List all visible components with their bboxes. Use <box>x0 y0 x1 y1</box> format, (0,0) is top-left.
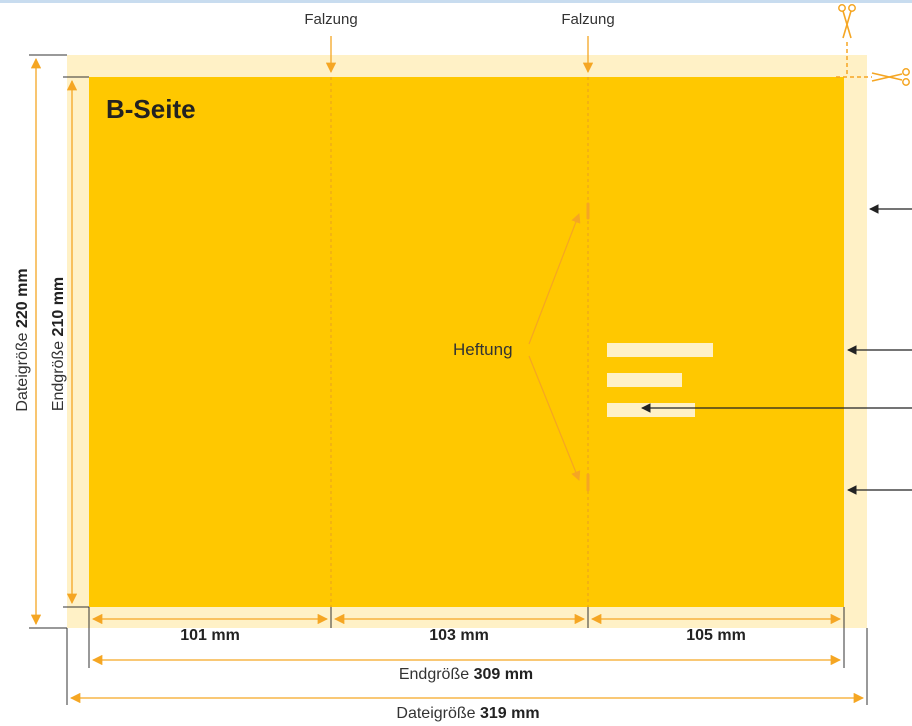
text-placeholder-3 <box>607 403 695 417</box>
panel-width-1: 101 mm <box>180 627 240 644</box>
staple-label: Heftung <box>453 340 513 359</box>
text-placeholder-1 <box>607 343 713 357</box>
file-width-value: 319 mm <box>480 705 540 722</box>
final-width-value: 309 mm <box>473 666 534 683</box>
text-placeholder-2 <box>607 373 682 387</box>
file-height-label: Dateigröße 220 mm <box>14 230 32 450</box>
scissors-icon <box>871 68 910 86</box>
file-width-label: Dateigröße 319 mm <box>358 705 578 723</box>
fold-label-1: Falzung <box>304 11 358 28</box>
fold-label-2: Falzung <box>561 11 615 28</box>
staple-pointer-top <box>528 213 581 345</box>
file-height-prefix: Dateigröße <box>14 328 31 412</box>
final-width-label: Endgröße 309 mm <box>366 666 566 684</box>
panel-width-2: 103 mm <box>429 627 489 644</box>
staple-pointer-bottom <box>528 355 581 481</box>
panel-width-3: 105 mm <box>686 627 746 644</box>
final-width-prefix: Endgröße <box>398 666 474 683</box>
final-height-value: 210 mm <box>50 276 67 337</box>
file-width-prefix: Dateigröße <box>396 705 480 722</box>
side-label: B-Seite <box>106 94 196 124</box>
file-height-value: 220 mm <box>14 268 31 328</box>
final-height-prefix: Endgröße <box>50 336 67 412</box>
top-bar <box>0 0 912 3</box>
scissors-icon <box>838 4 856 39</box>
final-height-label: Endgröße 210 mm <box>50 244 68 444</box>
trim-area <box>89 77 844 607</box>
